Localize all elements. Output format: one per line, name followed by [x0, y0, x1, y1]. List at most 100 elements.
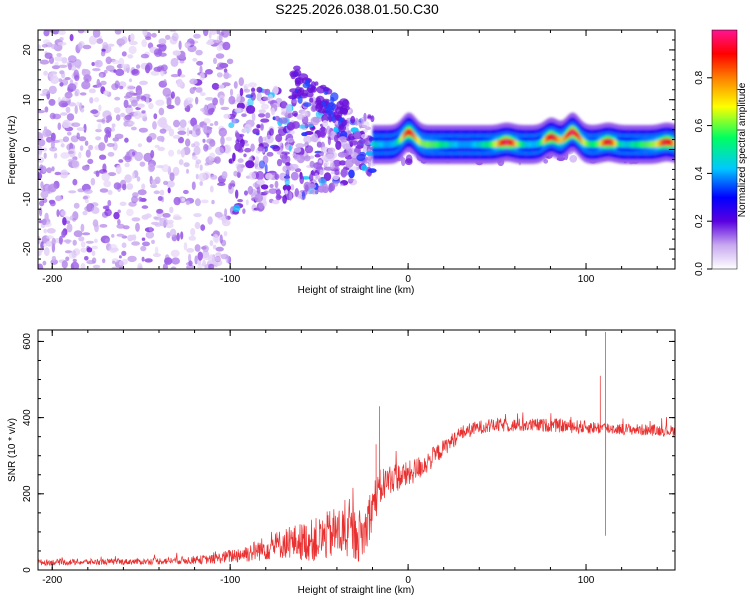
spectral-blob — [51, 166, 55, 172]
spectral-blob — [346, 136, 351, 141]
spectral-blob — [177, 68, 182, 77]
spectral-blob — [101, 172, 110, 182]
spectral-blob — [304, 184, 309, 192]
band-cell — [594, 140, 597, 148]
band-cell — [651, 140, 654, 148]
band-cell — [657, 140, 660, 147]
band-cell — [470, 141, 473, 148]
band-cell — [527, 141, 530, 148]
spectral-blob — [62, 119, 71, 129]
spectral-blob — [304, 122, 314, 127]
spectral-blob — [247, 185, 254, 195]
band-cell — [541, 138, 544, 145]
band-cell — [440, 141, 443, 148]
spectral-blob — [151, 239, 155, 244]
spectral-blob — [66, 113, 75, 121]
spectral-blob — [148, 102, 154, 110]
spectral-blob — [51, 255, 57, 262]
spectral-blob — [167, 187, 171, 194]
spectral-blob — [319, 169, 324, 176]
spectral-blob — [79, 92, 87, 96]
band-cell — [641, 141, 644, 148]
band-cell — [391, 140, 393, 148]
spectral-blob — [286, 137, 295, 143]
spectral-blob — [211, 199, 215, 205]
spectral-blob — [41, 147, 48, 152]
band-cell — [586, 140, 588, 147]
spectral-blob — [197, 251, 203, 261]
spectral-blob — [254, 156, 260, 165]
spectral-blob — [234, 130, 239, 138]
spectral-blob — [298, 124, 307, 129]
band-cell — [494, 140, 497, 148]
spectral-blob — [165, 34, 171, 40]
spectral-blob — [289, 191, 293, 201]
band-cell — [628, 141, 631, 148]
band-cell — [577, 132, 580, 140]
spectral-blob — [57, 122, 62, 131]
spectral-blob — [46, 167, 52, 174]
band-cell — [539, 139, 541, 147]
spectral-blob — [203, 143, 209, 152]
spectral-blob — [335, 120, 339, 125]
band-cell — [392, 140, 395, 148]
spectral-blob — [92, 30, 101, 38]
band-cell — [409, 129, 412, 136]
spectral-blob — [38, 263, 44, 269]
band-cell — [447, 141, 450, 148]
band-cell — [462, 141, 465, 148]
spectral-blob — [292, 99, 298, 104]
spectral-blob — [209, 185, 214, 193]
spectral-blob — [106, 143, 115, 147]
spectral-blob — [316, 141, 322, 148]
band-cell — [618, 140, 621, 148]
spectral-blob — [67, 62, 72, 71]
band-cell — [500, 139, 503, 147]
spectral-blob — [111, 234, 115, 238]
band-cell — [580, 136, 583, 143]
spectral-blob — [303, 135, 312, 144]
spectral-blob — [157, 196, 163, 201]
spectral-blob — [83, 30, 87, 34]
spectral-blob — [56, 209, 60, 218]
spectral-blob — [194, 244, 201, 252]
spectral-blob — [269, 184, 274, 188]
spectral-blob — [282, 195, 287, 204]
spectral-blob — [148, 226, 153, 232]
band-cell — [624, 141, 627, 148]
spectral-blob — [218, 127, 227, 137]
spectral-blob — [260, 123, 264, 131]
spectral-blob — [126, 183, 134, 190]
spectral-blob — [201, 199, 209, 204]
band-cell — [601, 139, 604, 147]
spectral-blob — [132, 192, 139, 198]
band-cell — [550, 133, 553, 141]
band-cell — [611, 139, 614, 146]
spectral-blob — [113, 182, 122, 190]
spectral-blob — [360, 164, 368, 171]
spectral-blob — [191, 143, 196, 148]
band-cell — [593, 140, 595, 148]
spectral-blob — [189, 87, 195, 94]
spectral-blob — [54, 56, 64, 62]
spectral-blob — [140, 53, 149, 59]
spectral-blob — [38, 156, 45, 164]
spectral-blob — [200, 92, 206, 97]
band-cell — [487, 141, 490, 148]
band-cell — [437, 141, 440, 148]
spectral-blob — [38, 110, 46, 114]
spectral-blob — [272, 85, 279, 95]
spectral-blob — [219, 62, 229, 69]
spectral-blob — [91, 250, 96, 256]
spectral-blob — [60, 143, 65, 148]
spectral-blob — [39, 207, 43, 217]
spectral-blob — [161, 164, 170, 173]
spectral-blob — [124, 137, 129, 143]
spectral-blob — [38, 235, 41, 245]
spectral-blob — [111, 266, 119, 269]
spectral-blob — [170, 57, 179, 67]
spectral-blob — [170, 249, 180, 258]
spectral-blob — [207, 216, 213, 225]
spectral-blob — [91, 245, 99, 250]
spectral-blob — [162, 213, 171, 218]
